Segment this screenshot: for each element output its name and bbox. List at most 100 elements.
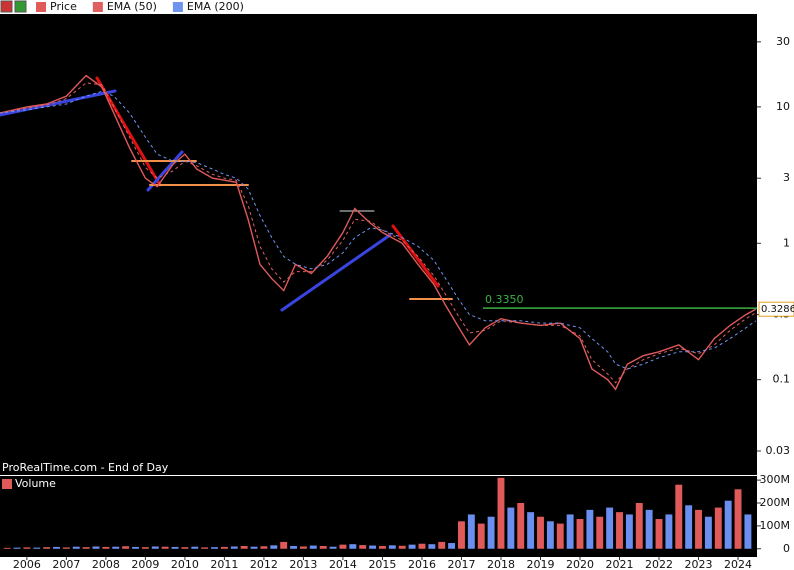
toolbar (0, 0, 27, 13)
y-tick-label: 1 (783, 236, 790, 249)
volume-bar (369, 545, 377, 549)
legend-swatch (172, 2, 183, 12)
x-tick-label: 2016 (408, 558, 436, 570)
x-tick-label: 2015 (368, 558, 396, 570)
volume-bar (141, 547, 149, 549)
volume-bar (458, 521, 465, 549)
price-tag-label: 0.3286 (761, 304, 794, 315)
legend-swatch (2, 479, 12, 489)
volume-bar (151, 546, 159, 549)
volume-bar (3, 547, 11, 549)
trend-line (391, 224, 440, 288)
volume-bar (606, 507, 614, 549)
x-tick-label: 2017 (447, 558, 475, 570)
volume-bar (260, 546, 268, 549)
volume-bar (675, 484, 683, 549)
volume-bar (132, 546, 139, 549)
x-tick-label: 2022 (645, 558, 673, 570)
y-tick-label: 200M (760, 496, 791, 509)
volume-bar (556, 523, 564, 549)
volume-bar (537, 516, 544, 549)
volume-bar (517, 503, 525, 549)
volume-bar (665, 514, 673, 549)
volume-bar (527, 512, 535, 549)
toolbar-icon[interactable] (14, 0, 27, 13)
y-tick-label: 10 (776, 100, 790, 113)
y-tick-label: 3 (783, 171, 790, 184)
panel-title: Volume (15, 477, 56, 490)
x-tick-label: 2007 (52, 558, 80, 570)
volume-bar (201, 547, 209, 549)
y-tick-label: 0.03 (766, 444, 791, 457)
volume-bar (112, 546, 120, 549)
volume-bar (72, 546, 80, 549)
x-tick-label: 2010 (171, 558, 199, 570)
volume-bar (546, 521, 554, 549)
legend-swatch (36, 2, 46, 12)
volume-bar (53, 546, 60, 549)
volume-bar (62, 547, 70, 549)
volume-bar (625, 514, 633, 549)
volume-bar (191, 546, 199, 549)
volume-bar (586, 509, 594, 549)
x-tick-label: 2014 (329, 558, 357, 570)
volume-bar (102, 546, 110, 549)
source: ProRealTime.com - End of Day (2, 461, 169, 474)
volume-bar (467, 514, 475, 549)
volume-bar (181, 547, 189, 549)
volume-bar (695, 509, 702, 549)
volume-bar (220, 546, 228, 549)
trend-line (280, 233, 392, 312)
volume-bar (230, 546, 238, 549)
x-tick-label: 2021 (606, 558, 634, 570)
volume-bar (329, 546, 337, 549)
volume-bar (714, 507, 722, 549)
volume-bar (299, 546, 307, 549)
volume-bar (576, 519, 584, 549)
y-tick-label: 100M (760, 519, 791, 532)
price-tag (758, 301, 794, 317)
volume-bar (428, 544, 436, 549)
volume-bar (43, 547, 51, 549)
x-tick-label: 2013 (289, 558, 317, 570)
volume-bar (33, 547, 41, 549)
volume-bar (23, 547, 31, 549)
volume-bar (349, 544, 357, 549)
volume-bar (290, 546, 298, 549)
volume-bar (616, 512, 623, 549)
ema-line (0, 90, 757, 370)
volume-bar (240, 546, 248, 549)
volume-bar (82, 547, 90, 549)
level-label: 0.3350 (485, 293, 524, 306)
toolbar-icon[interactable] (0, 0, 13, 13)
volume-bar (270, 545, 278, 549)
volume-bar (250, 546, 258, 549)
volume-panel (0, 476, 757, 557)
volume-bar (161, 546, 169, 549)
y-tick-label: 300M (760, 473, 791, 486)
volume-bar (339, 544, 347, 549)
volume-bar (171, 546, 179, 549)
volume-bar (211, 547, 218, 549)
x-tick-label: 2008 (92, 558, 120, 570)
price-line (0, 74, 757, 391)
legend-label: Price (50, 0, 77, 13)
volume-bar (635, 503, 643, 549)
x-tick-label: 2006 (13, 558, 41, 570)
volume-bar (92, 546, 100, 549)
volume-bar (744, 514, 752, 549)
volume-bar (724, 500, 732, 549)
x-tick-label: 2019 (526, 558, 554, 570)
volume-bar (655, 519, 663, 549)
volume-bar (645, 509, 653, 549)
drawings (0, 76, 453, 312)
volume-bar (122, 546, 130, 549)
volume-bar (596, 516, 604, 549)
volume-bar (309, 545, 317, 549)
ema-line (0, 82, 757, 384)
volume-bar (319, 546, 327, 549)
volume-bar (438, 541, 446, 549)
x-tick-label: 2020 (566, 558, 594, 570)
